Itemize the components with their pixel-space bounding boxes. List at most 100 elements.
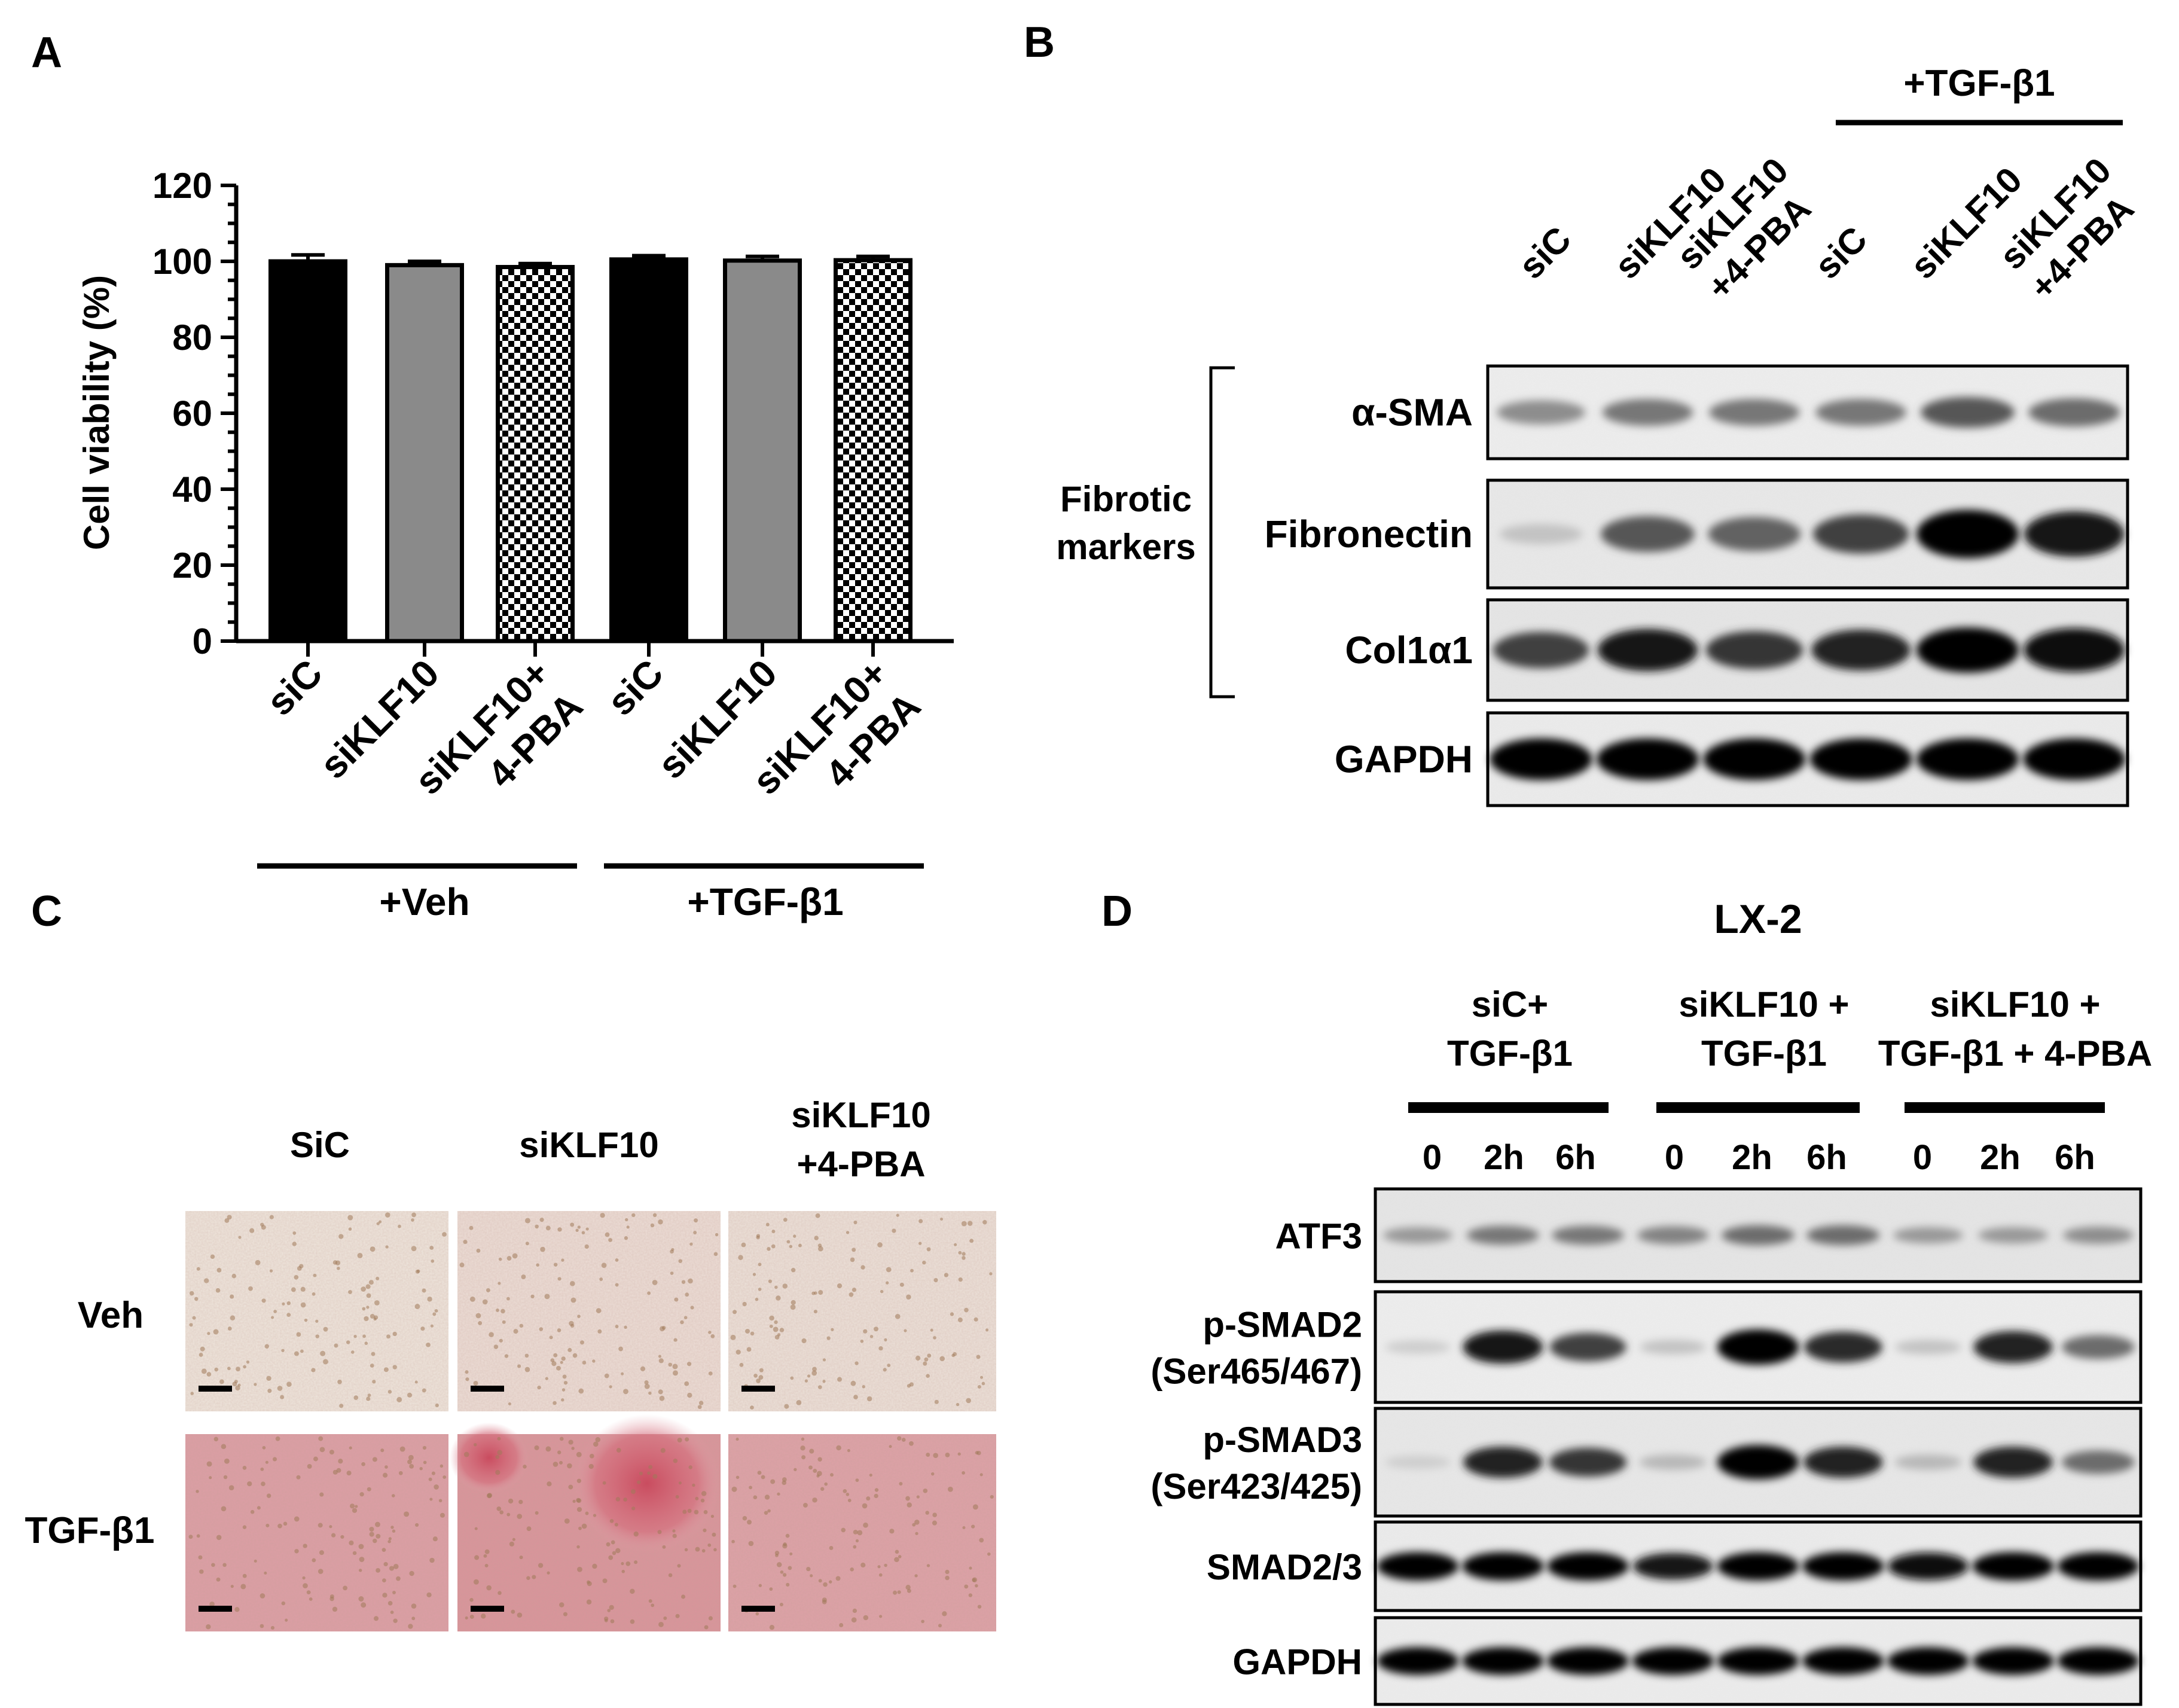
blot-band [2061, 1335, 2135, 1359]
nucleus [238, 1236, 242, 1239]
nucleus [918, 1219, 923, 1224]
nucleus [270, 1625, 275, 1630]
nucleus [863, 1615, 869, 1621]
blot-band [1597, 629, 1698, 672]
nucleus [557, 1328, 561, 1332]
nucleus [822, 1380, 826, 1383]
nucleus [678, 1481, 682, 1485]
nucleus [419, 1467, 423, 1471]
nucleus [877, 1565, 881, 1569]
nucleus [853, 1395, 858, 1399]
nucleus [498, 1591, 502, 1595]
nucleus [922, 1260, 926, 1265]
nucleus [822, 1597, 827, 1603]
nucleus [750, 1331, 755, 1336]
nucleus [271, 1316, 274, 1319]
nucleus [369, 1532, 374, 1537]
nucleus [758, 1288, 762, 1291]
nucleus [662, 1545, 666, 1549]
nucleus [814, 1291, 817, 1295]
nucleus [853, 1220, 857, 1225]
nucleus [348, 1290, 352, 1294]
nucleus [524, 1367, 530, 1372]
nucleus [733, 1310, 737, 1314]
nucleus [893, 1590, 898, 1595]
nucleus [261, 1481, 265, 1487]
nucleus [811, 1370, 817, 1376]
blot-band [1973, 1331, 2053, 1364]
nucleus [365, 1284, 371, 1289]
nucleus [703, 1528, 707, 1533]
nucleus [373, 1616, 379, 1621]
nucleus [964, 1584, 969, 1589]
nucleus [860, 1339, 864, 1343]
nucleus [652, 1474, 658, 1479]
nucleus [708, 1616, 713, 1621]
nucleus [242, 1466, 247, 1470]
group-label: TGF-β1 [1447, 1033, 1573, 1073]
nucleus [741, 1242, 746, 1248]
nucleus [315, 1319, 319, 1323]
nucleus [688, 1278, 693, 1284]
nucleus [677, 1564, 681, 1568]
nucleus [210, 1254, 215, 1259]
nucleus [753, 1495, 758, 1500]
nucleus [398, 1471, 403, 1475]
nucleus [190, 1291, 194, 1296]
nucleus [837, 1283, 843, 1289]
nucleus [358, 1544, 364, 1550]
nucleus [392, 1365, 397, 1370]
nucleus [969, 1239, 974, 1243]
nucleus [674, 1297, 679, 1302]
nucleus [685, 1437, 689, 1442]
nucleus [286, 1313, 291, 1317]
nucleus [745, 1329, 750, 1334]
nucleus [432, 1536, 438, 1542]
blot-band [1497, 400, 1586, 425]
nucleus [465, 1370, 469, 1374]
nucleus [602, 1578, 608, 1584]
nucleus [383, 1561, 388, 1567]
nucleus [607, 1609, 611, 1612]
nucleus [426, 1342, 431, 1347]
nucleus [581, 1523, 587, 1529]
nucleus [647, 1471, 651, 1475]
nucleus [926, 1247, 931, 1252]
nucleus [670, 1249, 674, 1254]
nucleus [559, 1436, 564, 1441]
blot-frame [1374, 1407, 2143, 1518]
nucleus [518, 1499, 523, 1505]
nucleus [506, 1512, 511, 1517]
nucleus [366, 1396, 371, 1401]
nucleus [376, 1533, 381, 1539]
nucleus [221, 1506, 227, 1512]
nucleus [615, 1497, 621, 1502]
nucleus [690, 1306, 694, 1310]
nucleus [835, 1576, 841, 1581]
nucleus [512, 1538, 515, 1541]
nucleus [475, 1313, 481, 1319]
nucleus [915, 1355, 921, 1361]
nucleus [807, 1374, 811, 1378]
nucleus [213, 1436, 219, 1442]
nucleus [498, 1282, 501, 1285]
nucleus [209, 1602, 215, 1607]
nucleus [499, 1510, 504, 1515]
blot-band [1703, 738, 1806, 780]
nucleus [621, 1372, 624, 1375]
tissue-texture [728, 1211, 996, 1411]
nucleus [427, 1297, 432, 1302]
nucleus [854, 1361, 859, 1365]
nucleus [368, 1280, 374, 1285]
nucleus [463, 1240, 468, 1245]
blot-band [1490, 738, 1592, 780]
nucleus [904, 1329, 907, 1332]
nucleus [519, 1323, 524, 1328]
nucleus [950, 1312, 954, 1316]
timepoint-label: 0 [1913, 1138, 1932, 1177]
nucleus [660, 1448, 666, 1453]
nucleus [469, 1225, 474, 1230]
blot-band [1640, 1340, 1707, 1355]
nucleus [343, 1585, 348, 1591]
nucleus [879, 1615, 883, 1618]
